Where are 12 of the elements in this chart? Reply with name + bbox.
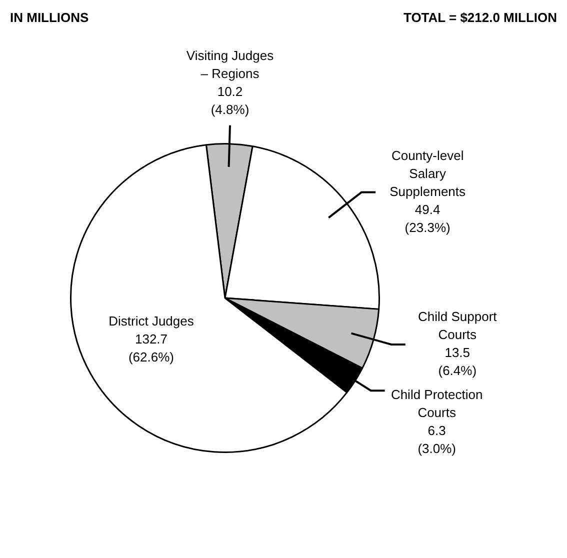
slice-label: Child Protection Courts bbox=[390, 387, 483, 420]
chart-subtitle: IN MILLIONS bbox=[10, 10, 89, 25]
data-label: 10.2 (4.8%) bbox=[210, 84, 250, 117]
slice-label: District Judges bbox=[108, 314, 194, 329]
slice-label: County-level Salary Supplements bbox=[390, 148, 466, 199]
data-label: 6.3 (3.0%) bbox=[418, 423, 456, 456]
slice-label: Child Support Courts bbox=[418, 309, 498, 342]
data-label: 13.5 (6.4%) bbox=[438, 345, 477, 378]
data-label: 49.4 (23.3%) bbox=[404, 202, 450, 235]
data-label: 132.7 (62.6%) bbox=[128, 332, 174, 365]
text: TOTAL = $212.0 MILLION bbox=[403, 10, 557, 25]
slice-label: Visiting Judges – Regions bbox=[186, 48, 274, 81]
